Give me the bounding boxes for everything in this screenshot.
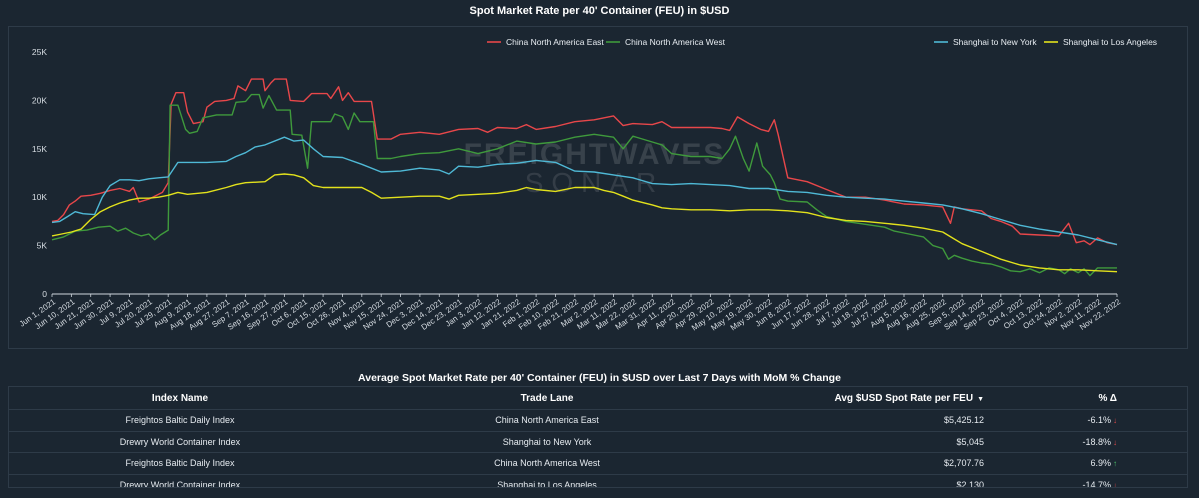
cell-trade-lane: China North America East	[351, 409, 743, 431]
header-avg-rate[interactable]: Avg $USD Spot Rate per FEU ▼	[743, 387, 1000, 410]
cell-pct-change: 6.9% ↑	[1000, 452, 1187, 474]
y-tick-label: 0	[42, 289, 47, 299]
table-row: Freightos Baltic Daily Index China North …	[9, 409, 1187, 431]
y-tick-label: 15K	[32, 144, 47, 154]
table-row: Freightos Baltic Daily Index China North …	[9, 452, 1187, 474]
y-tick-label: 20K	[32, 95, 47, 105]
cell-avg-rate: $5,045	[743, 430, 1000, 453]
cell-pct-change: -18.8% ↓	[1000, 430, 1187, 453]
pct-value: 6.9%	[1090, 458, 1111, 469]
arrow-down-icon: ↓	[1113, 480, 1117, 488]
y-tick-label: 5K	[37, 241, 48, 251]
pct-value: -18.8%	[1082, 436, 1111, 447]
header-index-name[interactable]: Index Name	[151, 392, 209, 404]
cell-index-name: Freightos Baltic Daily Index	[9, 452, 351, 474]
cell-pct-change: -6.1% ↓	[1000, 409, 1187, 431]
header-avg-rate-label: Avg $USD Spot Rate per FEU	[834, 392, 974, 404]
cell-trade-lane: Shanghai to Los Angeles	[351, 473, 743, 487]
header-trade-lane[interactable]: Trade Lane	[520, 392, 574, 404]
arrow-down-icon: ↓	[1113, 437, 1117, 447]
table-title: Average Spot Market Rate per 40' Contain…	[358, 372, 841, 384]
cell-avg-rate: $2,130	[743, 473, 1000, 487]
rates-table: Index Name Trade Lane Avg $USD Spot Rate…	[9, 387, 1187, 488]
cell-avg-rate: $2,707.76	[743, 452, 1000, 474]
arrow-down-icon: ↓	[1113, 416, 1117, 426]
pct-value: -6.1%	[1087, 415, 1111, 426]
header-pct-change[interactable]: % Δ	[1098, 392, 1118, 404]
table-header-row: Index Name Trade Lane Avg $USD Spot Rate…	[9, 387, 1187, 410]
cell-index-name: Freightos Baltic Daily Index	[9, 409, 351, 431]
table-row: Drewry World Container Index Shanghai to …	[9, 430, 1187, 453]
chart-title: Spot Market Rate per 40' Container (FEU)…	[469, 5, 730, 17]
cell-trade-lane: China North America West	[351, 452, 743, 474]
legend-label: Shanghai to Los Angeles	[1063, 37, 1157, 47]
cell-trade-lane: Shanghai to New York	[351, 430, 743, 453]
series-line	[51, 136, 1118, 246]
cell-pct-change: -14.7% ↓	[1000, 473, 1187, 488]
series-line	[51, 93, 1117, 277]
chart-panel	[8, 26, 1188, 349]
pct-value: -14.7%	[1082, 479, 1111, 488]
legend-label: China North America East	[506, 37, 604, 47]
arrow-up-icon: ↑	[1113, 459, 1117, 469]
y-tick-label: 25K	[32, 47, 47, 57]
legend-label: Shanghai to New York	[953, 37, 1037, 47]
cell-avg-rate: $5,425.12	[743, 409, 1000, 431]
cell-index-name: Drewry World Container Index	[9, 473, 351, 487]
y-tick-label: 10K	[32, 192, 47, 202]
cell-index-name: Drewry World Container Index	[9, 430, 351, 453]
table-panel: Index Name Trade Lane Avg $USD Spot Rate…	[8, 386, 1188, 488]
sort-desc-icon[interactable]: ▼	[977, 395, 984, 403]
series-line	[51, 173, 1118, 273]
legend-label: China North America West	[625, 37, 726, 47]
table-row: Drewry World Container Index Shanghai to …	[9, 473, 1187, 488]
